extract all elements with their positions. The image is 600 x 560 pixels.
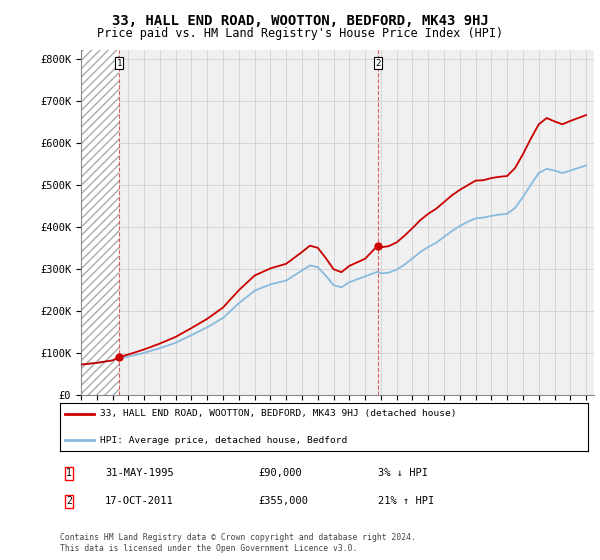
Text: 1: 1 xyxy=(116,58,122,68)
Text: Price paid vs. HM Land Registry's House Price Index (HPI): Price paid vs. HM Land Registry's House … xyxy=(97,27,503,40)
Text: Contains HM Land Registry data © Crown copyright and database right 2024.
This d: Contains HM Land Registry data © Crown c… xyxy=(60,533,416,553)
Text: £90,000: £90,000 xyxy=(258,468,302,478)
Text: 1: 1 xyxy=(66,468,72,478)
Text: 17-OCT-2011: 17-OCT-2011 xyxy=(105,496,174,506)
Bar xyxy=(81,50,119,395)
Text: 31-MAY-1995: 31-MAY-1995 xyxy=(105,468,174,478)
Text: £355,000: £355,000 xyxy=(258,496,308,506)
Text: 2: 2 xyxy=(66,496,72,506)
Text: 2: 2 xyxy=(375,58,380,68)
Text: HPI: Average price, detached house, Bedford: HPI: Average price, detached house, Bedf… xyxy=(100,436,347,445)
Text: 21% ↑ HPI: 21% ↑ HPI xyxy=(378,496,434,506)
Text: 3% ↓ HPI: 3% ↓ HPI xyxy=(378,468,428,478)
Text: 33, HALL END ROAD, WOOTTON, BEDFORD, MK43 9HJ (detached house): 33, HALL END ROAD, WOOTTON, BEDFORD, MK4… xyxy=(100,409,456,418)
Text: 33, HALL END ROAD, WOOTTON, BEDFORD, MK43 9HJ: 33, HALL END ROAD, WOOTTON, BEDFORD, MK4… xyxy=(112,14,488,28)
